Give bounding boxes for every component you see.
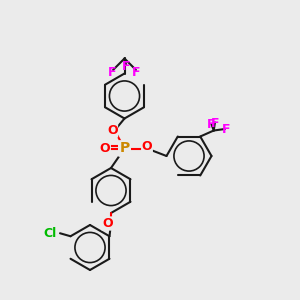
Text: O: O bbox=[107, 124, 118, 137]
Text: F: F bbox=[122, 59, 130, 73]
Text: F: F bbox=[132, 65, 141, 79]
Text: F: F bbox=[221, 123, 230, 136]
Text: O: O bbox=[100, 142, 110, 155]
Text: F: F bbox=[211, 116, 220, 130]
Text: O: O bbox=[102, 217, 113, 230]
Text: P: P bbox=[119, 142, 130, 155]
Text: O: O bbox=[142, 140, 152, 153]
Text: Cl: Cl bbox=[44, 227, 57, 240]
Text: F: F bbox=[206, 118, 215, 131]
Text: F: F bbox=[108, 65, 117, 79]
